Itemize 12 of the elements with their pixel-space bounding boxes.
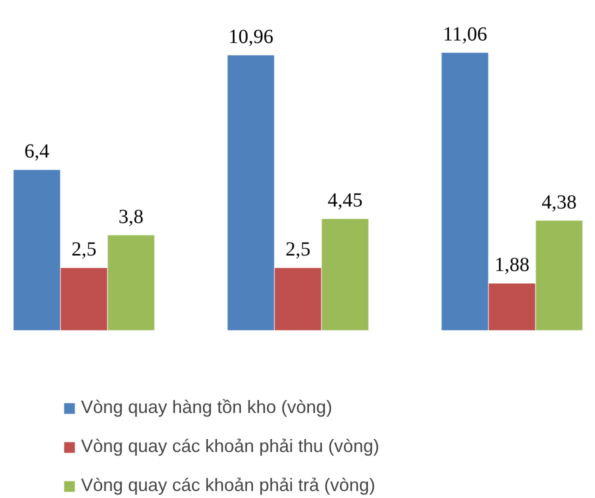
- legend-label: Vòng quay hàng tồn kho (vòng): [81, 397, 332, 418]
- data-label: 2,5: [71, 238, 96, 261]
- data-label: 4,38: [542, 191, 577, 214]
- legend-label: Vòng quay các khoản phải thu (vòng): [81, 436, 380, 457]
- data-label: 6,4: [24, 140, 50, 163]
- data-label: 1,88: [494, 254, 530, 276]
- legend-label: Vòng quay các khoản phải trả (vòng): [81, 475, 376, 496]
- data-label: 2,5: [286, 238, 310, 261]
- data-label: 4,45: [328, 190, 363, 212]
- data-label: 10,96: [228, 26, 274, 48]
- data-label: 3,8: [118, 206, 144, 228]
- data-label: 11,06: [442, 24, 488, 46]
